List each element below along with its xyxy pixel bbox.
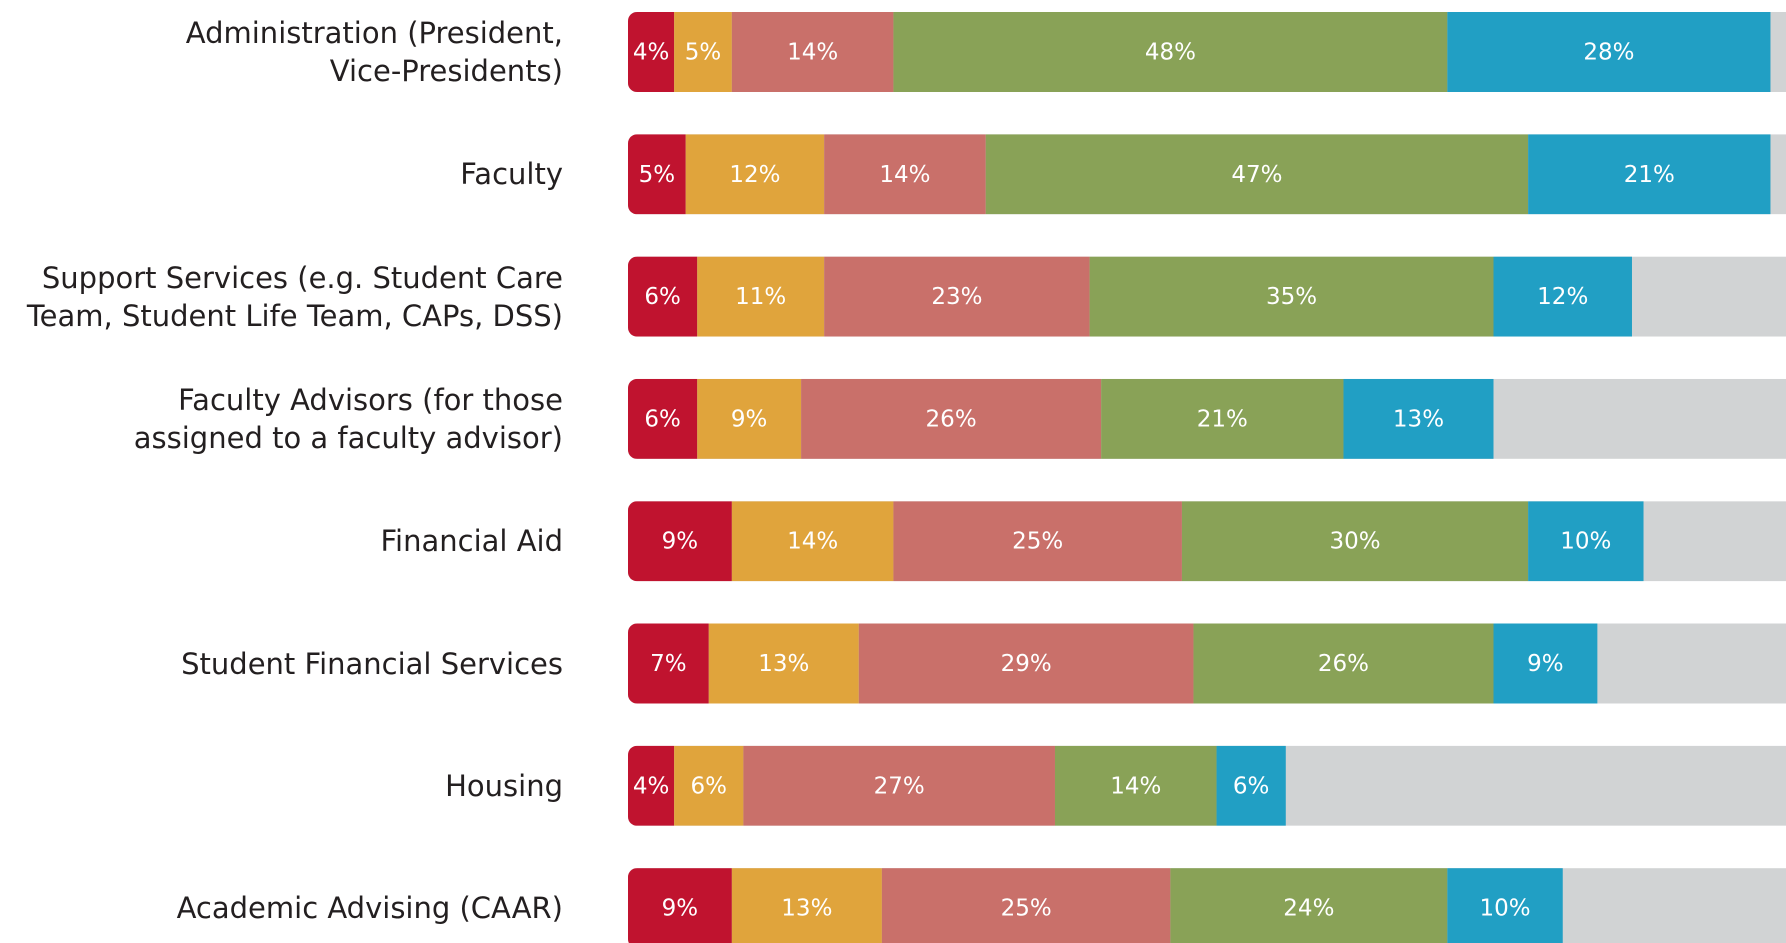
bar-segment <box>858 623 1194 704</box>
bar-row <box>628 745 1786 826</box>
value-label: 14% <box>787 40 838 66</box>
bar-segment <box>801 378 1102 459</box>
value-label: 27% <box>874 773 925 799</box>
bar-segment <box>1089 256 1494 337</box>
value-label: 21% <box>1197 406 1248 432</box>
value-label: 6% <box>691 773 728 799</box>
bar-segment <box>1493 256 1632 337</box>
value-label: 7% <box>650 651 687 677</box>
value-label: 48% <box>1145 40 1196 66</box>
bar-segment <box>985 134 1529 215</box>
bar-segment <box>824 256 1090 337</box>
bar-segment <box>731 501 894 582</box>
category-label: Financial Aid <box>380 524 563 559</box>
value-label: 28% <box>1583 40 1634 66</box>
bar-segment <box>708 623 859 704</box>
bar-segment <box>1181 501 1529 582</box>
bar-row <box>628 12 1786 92</box>
bar-segment <box>685 134 825 215</box>
value-label: 47% <box>1231 162 1282 188</box>
bar-segment <box>1101 378 1344 459</box>
value-label: 5% <box>685 40 722 66</box>
value-label: 6% <box>644 284 681 310</box>
value-label: 13% <box>781 896 832 922</box>
value-label: 21% <box>1624 162 1675 188</box>
bar-segment <box>628 623 709 704</box>
bar-segment <box>1447 868 1563 943</box>
bar-segment <box>1528 501 1644 582</box>
value-label: 9% <box>731 406 768 432</box>
bar-segment <box>674 12 732 92</box>
bar-row <box>628 378 1786 459</box>
value-label: 11% <box>735 284 786 310</box>
bar-segment <box>824 134 986 215</box>
bar-segment <box>628 745 675 826</box>
value-label: 30% <box>1329 529 1380 555</box>
value-label: 9% <box>662 896 699 922</box>
bar-row <box>628 868 1786 943</box>
bar-segment <box>1170 868 1448 943</box>
category-label: Administration (President, Vice-Presiden… <box>185 16 563 88</box>
bar-segment <box>1216 745 1286 826</box>
bar-segment <box>674 745 744 826</box>
bar-row <box>628 256 1786 337</box>
value-label: 10% <box>1479 896 1530 922</box>
bar-segment <box>1343 378 1494 459</box>
value-label: 13% <box>1393 406 1444 432</box>
bar-segment <box>697 378 802 459</box>
value-label: 25% <box>1012 529 1063 555</box>
value-label: 10% <box>1560 529 1611 555</box>
value-label: 4% <box>633 40 670 66</box>
value-label: 12% <box>1537 284 1588 310</box>
category-label: Faculty Advisors (for those assigned to … <box>133 382 563 455</box>
value-label: 35% <box>1266 284 1317 310</box>
value-label: 14% <box>1110 773 1161 799</box>
bar-segment <box>1193 623 1494 704</box>
bar-row <box>628 623 1786 704</box>
value-label: 24% <box>1283 896 1334 922</box>
bar-segment <box>731 868 882 943</box>
bar-segment <box>893 12 1448 92</box>
category-label: Academic Advising (CAAR) <box>176 891 563 926</box>
bar-segment <box>1493 623 1598 704</box>
category-label: Faculty <box>460 157 563 192</box>
bar-segment <box>628 134 686 215</box>
value-label: 6% <box>644 406 681 432</box>
value-label: 6% <box>1233 773 1270 799</box>
value-label: 23% <box>931 284 982 310</box>
bar-segment <box>628 868 732 943</box>
category-label: Student Financial Services <box>181 646 563 681</box>
bar-row <box>628 501 1786 582</box>
value-label: 9% <box>1527 651 1564 677</box>
value-label: 29% <box>1001 651 1052 677</box>
bar-segment <box>1528 134 1771 215</box>
bar-segment <box>893 501 1182 582</box>
category-label: Housing <box>445 768 563 803</box>
bar-segment <box>697 256 825 337</box>
bar-segment <box>743 745 1055 826</box>
bar-segment <box>1447 12 1771 92</box>
value-label: 5% <box>639 162 676 188</box>
bar-segment <box>628 256 698 337</box>
value-label: 14% <box>879 162 930 188</box>
bar-segment <box>1054 745 1217 826</box>
category-label: Support Services (e.g. Student Care Team… <box>26 260 563 333</box>
bar-segment <box>881 868 1171 943</box>
value-label: 4% <box>633 773 670 799</box>
bar-row <box>628 134 1786 215</box>
bar-segment <box>731 12 894 92</box>
value-label: 13% <box>758 651 809 677</box>
value-label: 12% <box>729 162 780 188</box>
value-label: 26% <box>1318 651 1369 677</box>
value-label: 26% <box>926 406 977 432</box>
bar-segment <box>628 501 732 582</box>
value-label: 25% <box>1001 896 1052 922</box>
bar-segment <box>628 378 698 459</box>
value-label: 9% <box>662 529 699 555</box>
value-label: 14% <box>787 529 838 555</box>
bar-segment <box>628 12 675 92</box>
